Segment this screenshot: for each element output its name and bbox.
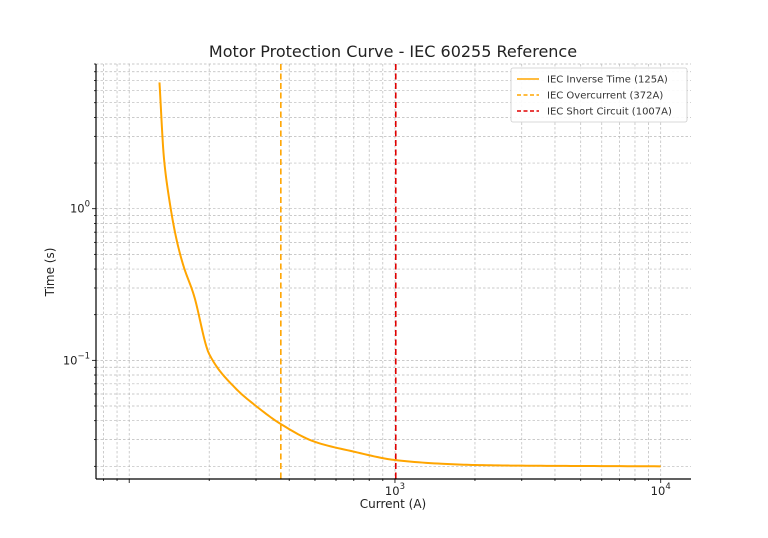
legend-label-1: IEC Overcurrent (372A) [547,91,663,102]
x-axis-label: Current (A) [360,497,426,511]
y-axis-label: Time (s) [43,248,57,298]
legend: IEC Inverse Time (125A) IEC Overcurrent (… [510,67,688,123]
chart-title: Motor Protection Curve - IEC 60255 Refer… [209,42,577,61]
x-tick-label-0: 103 [385,482,405,498]
legend-label-2: IEC Short Circuit (1007A) [547,107,672,118]
x-tick-label-1: 104 [651,482,671,498]
axes [92,63,691,483]
legend-box [510,67,688,123]
legend-label-0: IEC Inverse Time (125A) [547,75,668,86]
curves [158,82,661,468]
y-tick-label-0: 100 [70,200,90,216]
tick-labels: 103 104 100 10−1 [63,200,671,498]
y-tick-label-1: 10−1 [63,351,90,367]
series-line-0 [158,82,661,468]
reference-lines [280,64,397,479]
